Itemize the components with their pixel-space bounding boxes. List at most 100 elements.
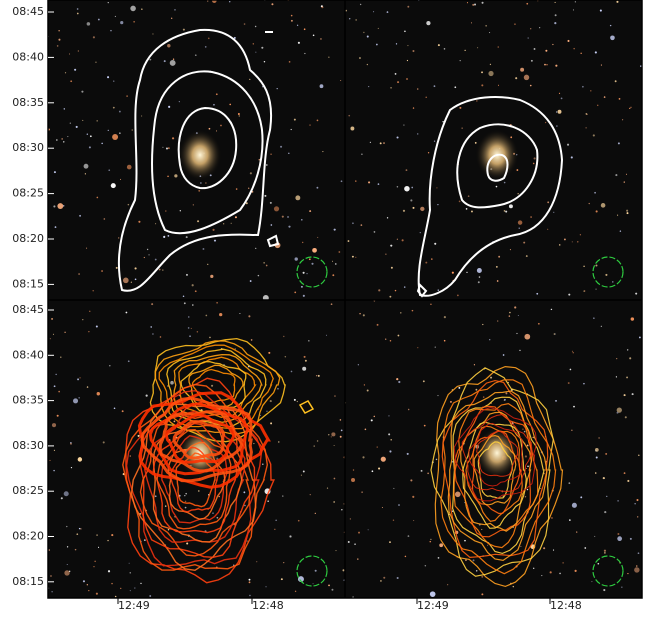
star [393, 487, 395, 489]
star [266, 410, 268, 412]
star [389, 450, 392, 453]
star [617, 142, 620, 145]
star [435, 458, 438, 461]
star [109, 365, 111, 367]
star [63, 491, 69, 497]
x-tick-label: 12:49 [417, 599, 449, 612]
star [623, 472, 626, 474]
star [504, 398, 506, 401]
star [394, 289, 397, 292]
star [355, 256, 357, 258]
star [515, 77, 518, 80]
star [62, 205, 65, 207]
star [577, 241, 579, 243]
star [475, 570, 478, 572]
star [320, 38, 322, 40]
star [523, 74, 530, 81]
star [533, 48, 536, 50]
contour [460, 411, 532, 532]
star [412, 107, 415, 109]
contour [453, 407, 537, 502]
star [529, 84, 532, 87]
star [476, 268, 482, 273]
star [330, 303, 333, 305]
star [113, 80, 115, 82]
star [205, 182, 207, 184]
y-tick-label: 08:15 [12, 575, 44, 588]
star [194, 54, 197, 57]
star [145, 394, 148, 397]
star [378, 467, 381, 470]
star [339, 419, 342, 421]
star [523, 430, 526, 433]
star [406, 59, 409, 62]
y-tick-label: 08:35 [12, 96, 44, 109]
y-tick-label: 08:40 [12, 50, 44, 63]
star [296, 400, 298, 403]
star [481, 528, 483, 531]
star [122, 277, 129, 284]
y-tick-label: 08:35 [12, 394, 44, 407]
star [110, 183, 116, 189]
star [50, 575, 52, 577]
star [182, 28, 185, 31]
star [361, 153, 363, 155]
star [485, 24, 487, 27]
star [55, 373, 57, 376]
star [509, 311, 511, 314]
star [599, 9, 602, 12]
star [443, 48, 446, 50]
star [429, 591, 436, 597]
star [593, 317, 595, 319]
star [311, 262, 314, 265]
star [527, 37, 529, 39]
star [78, 397, 80, 399]
contour [265, 31, 280, 248]
star [369, 141, 371, 143]
star [335, 550, 337, 552]
star [487, 544, 489, 546]
star [184, 506, 187, 509]
star [209, 336, 211, 339]
star [54, 226, 57, 228]
star [376, 446, 378, 448]
y-tick-label: 08:30 [12, 141, 44, 154]
star [340, 180, 343, 183]
star [396, 185, 399, 188]
star [237, 113, 240, 115]
star [380, 456, 386, 462]
star [249, 78, 251, 80]
color-contours [122, 337, 564, 588]
star [552, 43, 554, 46]
x-tick-label: 12:48 [252, 599, 284, 612]
star [496, 280, 499, 282]
star [524, 496, 527, 498]
star [352, 469, 355, 471]
star [466, 2, 468, 4]
star [539, 27, 541, 29]
star [184, 500, 187, 503]
star [333, 477, 336, 480]
star [498, 255, 501, 258]
star [426, 20, 431, 26]
star [464, 539, 466, 542]
star [437, 289, 439, 291]
star [192, 304, 194, 306]
star [174, 9, 176, 11]
star [96, 392, 100, 396]
star [351, 255, 354, 258]
star [404, 185, 410, 192]
star [569, 368, 572, 371]
star [425, 261, 428, 264]
star [88, 331, 90, 333]
star [417, 133, 419, 135]
star [238, 115, 241, 117]
star [363, 384, 366, 386]
star [517, 314, 519, 317]
star [626, 349, 629, 351]
star [70, 80, 73, 83]
star [73, 398, 79, 404]
star [220, 124, 222, 127]
star [49, 459, 51, 462]
star [558, 92, 561, 95]
